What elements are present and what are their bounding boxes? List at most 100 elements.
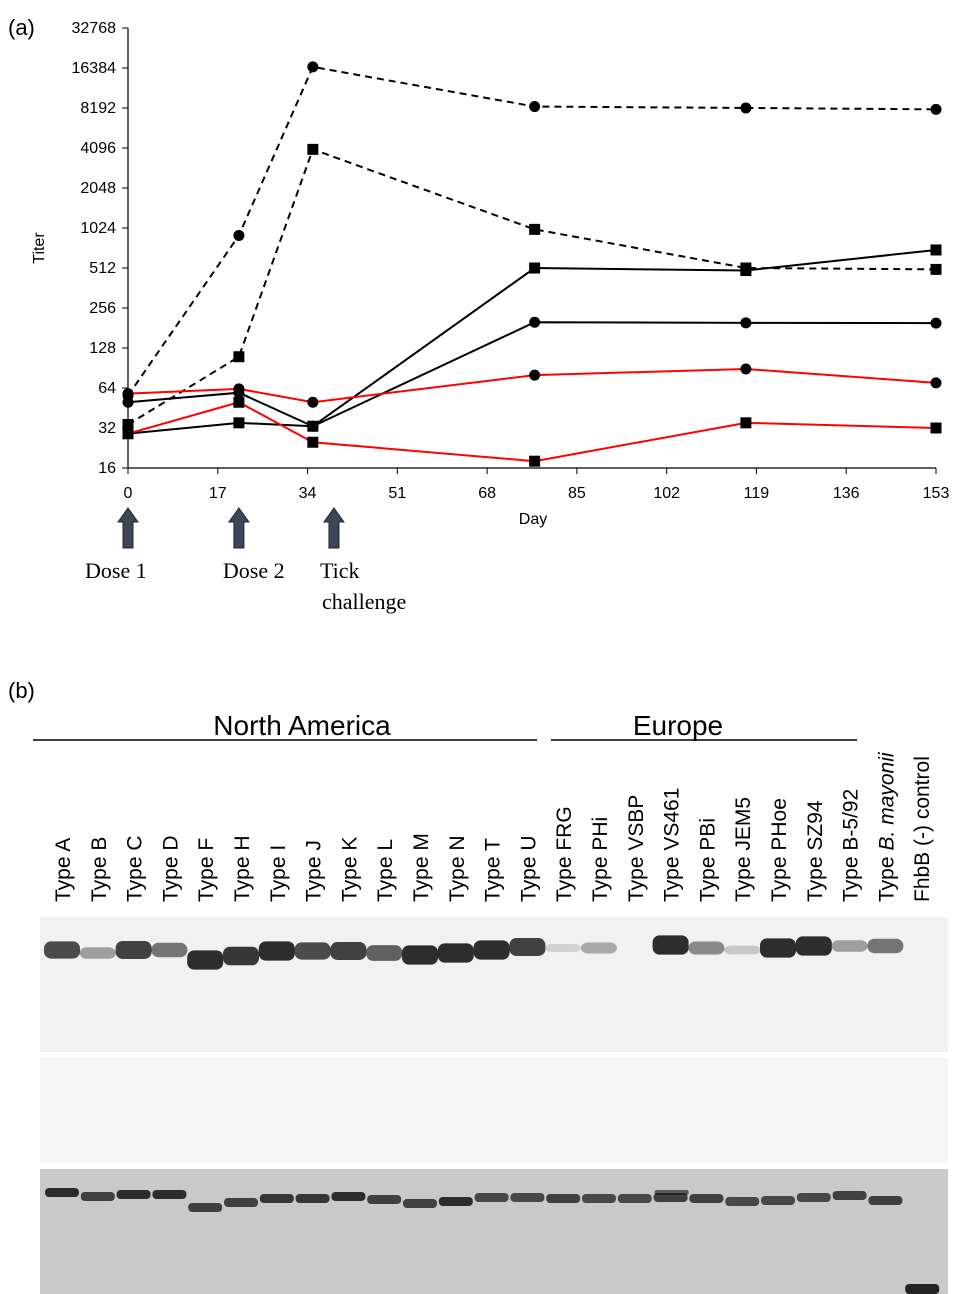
lane-label: FhbB (-) control: [911, 756, 934, 902]
y-tick-label: 8192: [80, 100, 116, 117]
blot-band: [546, 1194, 580, 1203]
marker: [307, 61, 318, 72]
marker: [233, 417, 244, 428]
marker: [529, 224, 540, 235]
annotation-label: Dose 2: [223, 558, 285, 583]
y-tick-label: 16: [98, 460, 116, 477]
x-axis-title: Day: [519, 511, 547, 528]
series-line: [128, 149, 936, 424]
x-tick-label: 119: [744, 485, 770, 502]
blot-band: [475, 1193, 509, 1202]
blot-band: [224, 1198, 258, 1207]
x-tick-label: 51: [388, 485, 406, 502]
marker: [529, 101, 540, 112]
y-tick-label: 256: [89, 300, 116, 317]
lane-label: Type N: [446, 835, 469, 902]
lane-label: Type I: [267, 845, 290, 902]
marker: [931, 264, 942, 275]
marker: [233, 351, 244, 362]
blot-band: [438, 943, 474, 962]
lane-text: Type JEM5: [732, 797, 755, 902]
blot-band: [760, 938, 796, 957]
marker: [740, 317, 751, 328]
blot-panel: [40, 1169, 948, 1294]
lane-label: Type PBi: [696, 818, 719, 902]
lane-label: Type T: [482, 838, 505, 902]
blot-band: [45, 1188, 79, 1197]
marker: [233, 383, 244, 394]
lane-label: Type A: [52, 838, 75, 902]
lane-text: Type: [875, 856, 898, 902]
lane-text: Type VSBP: [625, 795, 648, 902]
annotation-label: challenge: [322, 589, 406, 614]
annotation-label: Dose 1: [85, 558, 147, 583]
lane-text: Type PHoe: [768, 798, 791, 902]
marker: [529, 456, 540, 467]
lane-text: FhbB (-) control: [911, 756, 934, 902]
blot-band: [403, 1199, 437, 1208]
blot-band: [724, 946, 760, 955]
lane-text: Type T: [482, 838, 505, 902]
blot-band: [582, 1194, 616, 1203]
lane-text: Type K: [338, 837, 361, 902]
lane-text: Type SZ94: [804, 800, 827, 902]
marker: [233, 397, 244, 408]
blot-band: [796, 936, 832, 955]
x-tick-label: 34: [299, 485, 317, 502]
blot-band: [80, 947, 116, 959]
lane-text: Type A: [52, 838, 75, 902]
blot-band: [260, 1194, 294, 1203]
blot-band: [688, 942, 724, 955]
panel-label: (b): [8, 678, 35, 703]
marker: [931, 318, 942, 329]
figure: (a) (b) Titer Day North America Europe 1…: [0, 0, 956, 1294]
lane-text: Type D: [159, 835, 182, 902]
x-tick-label: 0: [124, 485, 133, 502]
blot-band: [689, 1194, 723, 1203]
marker: [529, 370, 540, 381]
blot-band: [867, 939, 903, 953]
blot-band: [117, 1190, 151, 1199]
blot-band: [151, 943, 187, 957]
x-tick-label: 85: [568, 485, 586, 502]
lane-label: Type L: [374, 839, 397, 902]
lane-text: Type L: [374, 839, 397, 902]
group-label: Europe: [633, 710, 723, 741]
lane-label: Type H: [231, 835, 254, 902]
blot-band: [545, 944, 581, 952]
lane-label: Type M: [410, 833, 433, 902]
lane-label: Type D: [159, 835, 182, 902]
lane-label: Type J: [303, 840, 326, 902]
lane-text: Type VS461: [661, 788, 684, 902]
y-tick-label: 16384: [72, 60, 117, 77]
series-line: [128, 250, 936, 434]
marker: [931, 244, 942, 255]
lane-label: TypeB. mayonii: [875, 751, 898, 902]
marker: [123, 388, 134, 399]
lane-label: Type B: [88, 837, 111, 902]
blot-band: [618, 1194, 652, 1203]
y-tick-label: 512: [89, 260, 116, 277]
blot-band: [725, 1197, 759, 1206]
group-label: North America: [213, 710, 391, 741]
lane-label: Type C: [124, 835, 147, 902]
blot-band: [761, 1196, 795, 1205]
lane-text: Type FRG: [553, 806, 576, 902]
blot-band: [223, 947, 259, 966]
lane-label: Type U: [517, 835, 540, 902]
blot-band: [152, 1190, 186, 1199]
lane-label: Type K: [338, 837, 361, 902]
blot-band: [187, 950, 223, 969]
lane-label: Type JEM5: [732, 797, 755, 902]
marker: [529, 263, 540, 274]
marker: [529, 317, 540, 328]
lane-label: Type PHi: [589, 817, 612, 902]
y-tick-label: 4096: [80, 140, 116, 157]
y-tick-label: 32: [98, 420, 116, 437]
blot-band: [259, 941, 295, 960]
x-tick-label: 136: [833, 485, 860, 502]
panel-label: (a): [8, 15, 35, 40]
blot-panel: [40, 1058, 948, 1163]
blot-band: [905, 1284, 939, 1294]
lane-text: Type N: [446, 835, 469, 902]
